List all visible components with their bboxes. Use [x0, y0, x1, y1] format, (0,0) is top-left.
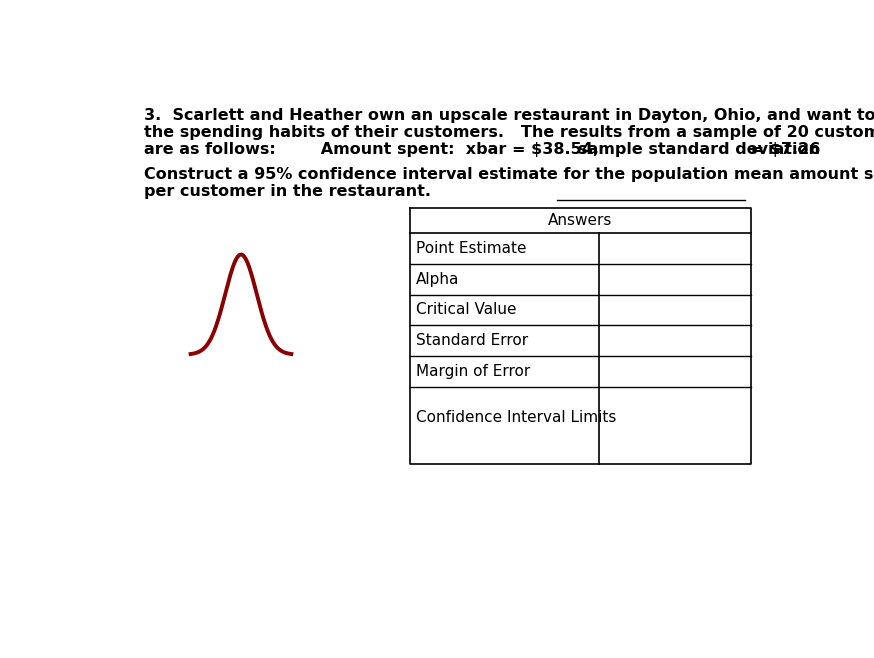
Text: Alpha: Alpha: [416, 272, 460, 287]
Text: Confidence Interval Limits: Confidence Interval Limits: [416, 410, 616, 425]
Text: Point Estimate: Point Estimate: [416, 241, 527, 256]
Text: 3.  Scarlett and Heather own an upscale restaurant in Dayton, Ohio, and want to : 3. Scarlett and Heather own an upscale r…: [144, 108, 874, 123]
Text: sample standard deviation: sample standard deviation: [578, 142, 820, 157]
Text: Standard Error: Standard Error: [416, 333, 528, 348]
Text: the spending habits of their customers.   The results from a sample of 20 custom: the spending habits of their customers. …: [144, 125, 874, 140]
Text: are as follows:        Amount spent:  xbar = $38.54,: are as follows: Amount spent: xbar = $38…: [144, 142, 605, 157]
Text: = $7.26: = $7.26: [745, 142, 820, 157]
Text: Construct a 95% confidence interval estimate for the population mean amount spen: Construct a 95% confidence interval esti…: [144, 166, 874, 182]
Text: Answers: Answers: [548, 213, 613, 228]
Text: Critical Value: Critical Value: [416, 303, 517, 317]
Text: Margin of Error: Margin of Error: [416, 364, 531, 379]
Text: per customer in the restaurant.: per customer in the restaurant.: [144, 184, 431, 199]
